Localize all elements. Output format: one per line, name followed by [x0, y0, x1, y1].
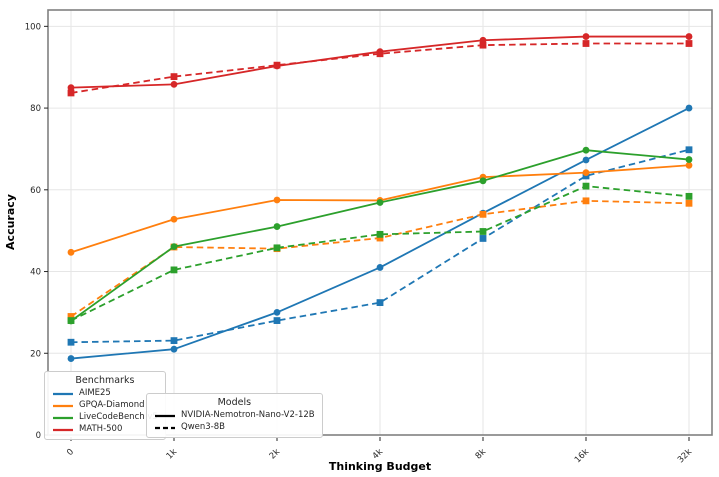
data-point-marker [685, 199, 693, 207]
data-point-marker [582, 146, 590, 154]
legend-swatch [154, 418, 176, 437]
solid-line-swatch-icon [53, 404, 73, 407]
data-point-marker [273, 196, 281, 204]
data-point-marker [479, 177, 487, 185]
legend-benchmarks: Benchmarks AIME25 GPQA-Diamond LiveCodeBen… [44, 371, 166, 440]
data-point-marker [67, 248, 75, 256]
x-axis-label: Thinking Budget [329, 460, 431, 473]
x-tick-label: 16k [573, 447, 591, 465]
data-point-marker [376, 199, 384, 206]
legend-swatch [52, 408, 74, 427]
data-point-marker [170, 215, 178, 223]
data-point-marker [685, 156, 693, 163]
data-point-marker [273, 309, 281, 316]
data-point-marker [582, 40, 590, 47]
legend-swatch [154, 406, 176, 425]
data-point-marker [170, 73, 178, 81]
solid-line-swatch-icon [53, 392, 73, 395]
data-point-marker [582, 197, 590, 205]
data-point-marker [376, 299, 384, 306]
data-point-marker [170, 266, 178, 274]
legend-item-gpqa-diamond: GPQA-Diamond [52, 399, 158, 411]
legend-models: Models NVIDIA-Nemotron-Nano-V2-12B Qwen3-… [146, 393, 323, 438]
y-tick-labels: 0 20 40 60 80 100 [25, 22, 41, 441]
data-point-marker [582, 182, 590, 190]
data-point-marker [170, 80, 178, 88]
data-point-marker [376, 230, 384, 238]
legend-benchmarks-items: AIME25 GPQA-Diamond LiveCodeBench v5 MATH-5… [52, 387, 158, 435]
series-math-500-dashed [67, 40, 693, 97]
y-tick-label: 80 [30, 104, 41, 114]
x-tick-label: 2k [268, 447, 282, 461]
data-point-marker [685, 104, 693, 112]
y-tick-label: 20 [30, 349, 41, 359]
legend-item-label: LiveCodeBench v5 [79, 412, 158, 422]
solid-line-swatch-icon [155, 414, 175, 417]
data-point-marker [685, 192, 693, 200]
data-point-marker [273, 317, 281, 324]
legend-item-qwen3-8b: Qwen3-8B [154, 421, 315, 433]
gridlines [48, 10, 712, 436]
data-point-marker [273, 223, 281, 230]
legend-swatch [52, 384, 74, 403]
legend-item-aime25: AIME25 [52, 387, 158, 399]
plot-border [47, 9, 713, 436]
legend-swatch [52, 396, 74, 415]
data-point-marker [685, 33, 693, 40]
data-point-marker [376, 234, 384, 242]
legend-item-label: MATH-500 [79, 424, 123, 434]
data-point-marker [273, 61, 281, 69]
data-point-marker [67, 313, 75, 320]
dashed-line-swatch-icon [155, 426, 175, 429]
legend-item-label: Qwen3-8B [181, 422, 225, 432]
solid-line-swatch-icon [53, 428, 73, 431]
data-point-marker [479, 228, 487, 235]
data-point-marker [479, 235, 487, 242]
x-tick-label: 32k [676, 447, 694, 465]
data-point-marker [170, 243, 178, 251]
legend-item-label: GPQA-Diamond [79, 400, 145, 410]
data-point-marker [479, 41, 487, 49]
series-lines [67, 33, 693, 362]
data-point-marker [376, 264, 384, 271]
x-tick-label: 8k [474, 447, 488, 461]
data-point-marker [170, 337, 178, 345]
legend-models-title: Models [217, 397, 252, 408]
y-tick-label: 100 [25, 22, 41, 32]
legend-benchmarks-title: Benchmarks [75, 375, 135, 386]
x-tick-label: 1k [165, 447, 179, 461]
data-point-marker [67, 338, 75, 346]
data-point-marker [376, 50, 384, 58]
data-point-marker [582, 169, 590, 177]
data-point-marker [685, 40, 693, 47]
data-point-marker [582, 33, 590, 40]
legend-item-livecodebench-v5: LiveCodeBench v5 [52, 411, 158, 423]
y-tick-label: 40 [30, 268, 41, 278]
data-point-marker [685, 146, 693, 154]
data-point-marker [170, 345, 178, 353]
y-tick-label: 0 [36, 431, 41, 441]
data-point-marker [67, 317, 75, 324]
data-point-marker [67, 89, 75, 97]
legend-item-math-500: MATH-500 [52, 423, 158, 435]
legend-item-nvidia-nemotron-nano-v2-12b: NVIDIA-Nemotron-Nano-V2-12B [154, 409, 315, 421]
legend-models-items: NVIDIA-Nemotron-Nano-V2-12B Qwen3-8B [154, 409, 315, 433]
solid-line-swatch-icon [53, 416, 73, 419]
y-axis-label: Accuracy [4, 194, 17, 250]
y-tick-label: 60 [30, 186, 41, 196]
data-point-marker [479, 210, 487, 218]
legend-item-label: AIME25 [79, 388, 111, 398]
data-point-marker [67, 84, 75, 92]
data-point-marker [582, 156, 590, 164]
data-point-marker [67, 355, 75, 362]
legend-swatch [52, 420, 74, 439]
data-point-marker [273, 244, 281, 252]
legend-item-label: NVIDIA-Nemotron-Nano-V2-12B [181, 410, 315, 420]
series-livecodebench-v5-dashed [67, 182, 693, 324]
data-point-marker [685, 161, 693, 169]
x-tick-label: 0 [65, 447, 76, 458]
